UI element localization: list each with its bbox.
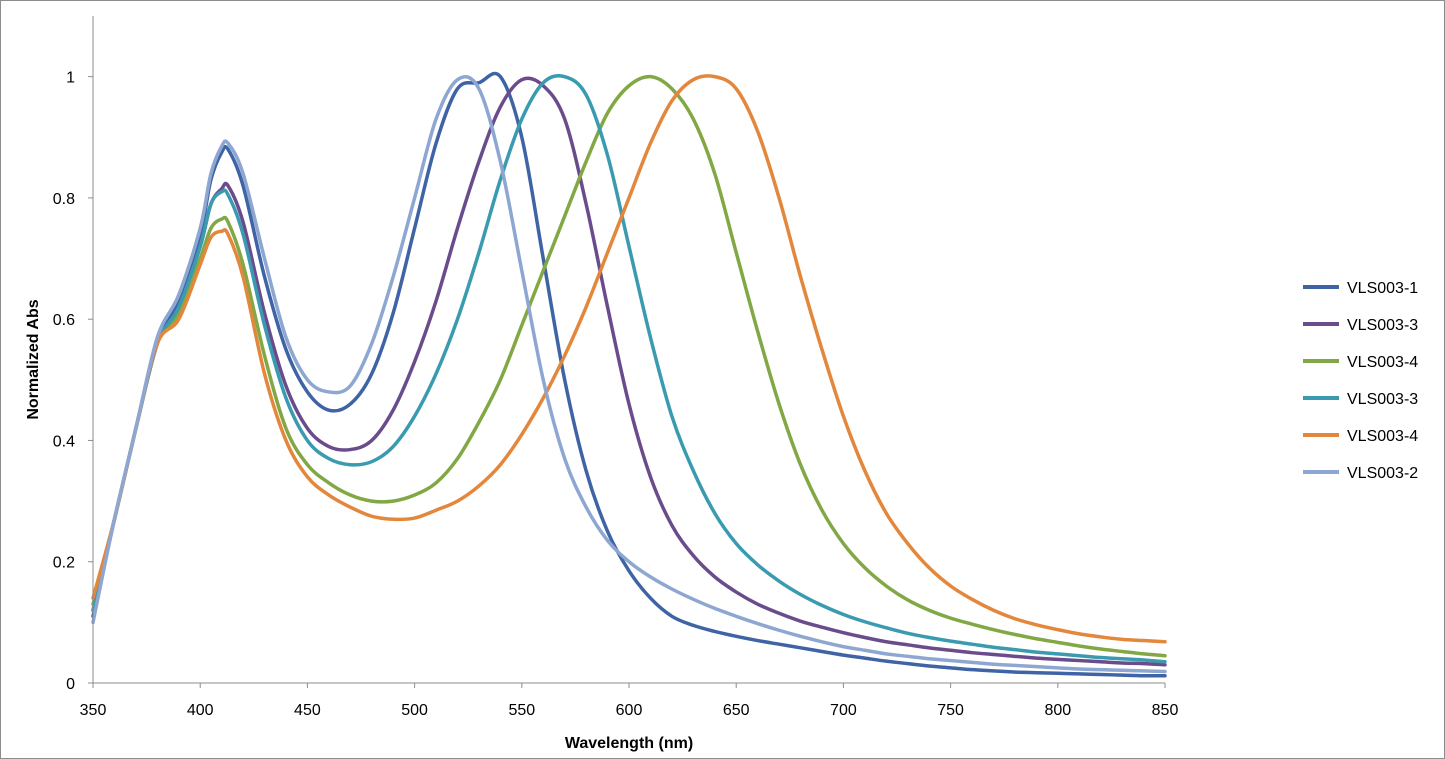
legend-label: VLS003-4 xyxy=(1347,354,1418,371)
series-line-2 xyxy=(91,76,1167,667)
legend-label: VLS003-1 xyxy=(1347,280,1418,297)
series-line-6 xyxy=(91,74,1167,674)
legend: VLS003-1 VLS003-3 VLS003-4 VLS003-3 VLS003-4… xyxy=(1303,280,1418,482)
x-tick-label: 550 xyxy=(508,702,535,719)
y-tick-label: 0 xyxy=(66,676,75,693)
x-tick-label: 350 xyxy=(80,702,107,719)
x-tick-label: 700 xyxy=(830,702,857,719)
x-tick-label: 450 xyxy=(294,702,321,719)
y-ticks: 0 0.2 0.4 0.6 0.8 1 xyxy=(53,70,93,693)
series-line-3 xyxy=(91,74,1167,658)
legend-label: VLS003-2 xyxy=(1347,465,1418,482)
y-axis-title: Normalized Abs xyxy=(25,299,42,419)
y-tick-label: 1 xyxy=(66,70,75,87)
x-tick-label: 750 xyxy=(937,702,964,719)
y-tick-label: 0.8 xyxy=(53,191,75,208)
x-tick-label: 650 xyxy=(723,702,750,719)
x-tick-label: 800 xyxy=(1044,702,1071,719)
legend-label: VLS003-3 xyxy=(1347,391,1418,408)
x-tick-label: 400 xyxy=(187,702,214,719)
y-tick-label: 0.4 xyxy=(53,433,75,450)
x-tick-label: 500 xyxy=(401,702,428,719)
x-tick-label: 600 xyxy=(616,702,643,719)
x-tick-label: 850 xyxy=(1152,702,1179,719)
x-axis-title: Wavelength (nm) xyxy=(565,735,693,752)
legend-label: VLS003-4 xyxy=(1347,428,1418,445)
series-line-5 xyxy=(91,74,1167,644)
series-line-4 xyxy=(91,73,1167,664)
y-tick-label: 0.6 xyxy=(53,312,75,329)
series-layer xyxy=(91,71,1167,678)
x-ticks: 350 400 450 500 550 600 650 700 750 800 850 xyxy=(80,683,1179,719)
y-tick-label: 0.2 xyxy=(53,555,75,572)
series-line-1 xyxy=(91,71,1167,678)
legend-label: VLS003-3 xyxy=(1347,317,1418,334)
